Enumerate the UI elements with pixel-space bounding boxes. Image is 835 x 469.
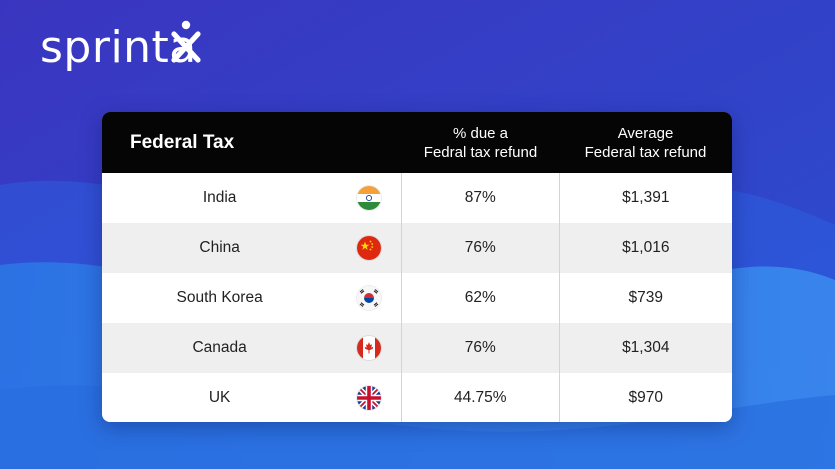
table-row: South Korea 62% $739 (102, 273, 732, 323)
percent-cell: 62% (401, 273, 559, 323)
header-average-line-2: Federal tax refund (584, 143, 707, 161)
uk-flag-icon (357, 386, 382, 410)
table-row: Canada 76% $1,304 (102, 323, 732, 373)
south-korea-flag-icon (357, 286, 382, 310)
canada-flag-icon (357, 336, 382, 360)
average-cell: $1,016 (558, 223, 732, 273)
india-flag-icon (357, 186, 382, 210)
table-header: Federal Tax % due a Fedral tax refund Av… (102, 112, 732, 173)
percent-cell: 76% (401, 323, 559, 373)
country-flag-cell (337, 373, 401, 422)
header-percent-line-2: Fedral tax refund (423, 143, 538, 161)
header-average-line-1: Average (617, 124, 674, 142)
sprintax-logo: sprinta (40, 20, 197, 76)
table-title: Federal Tax (130, 132, 235, 153)
percent-cell: 44.75% (401, 373, 559, 422)
country-name: South Korea (176, 289, 263, 306)
country-name: UK (208, 389, 231, 406)
table-row: China 76% $1,016 (102, 223, 732, 273)
logo-x-mark-icon (171, 20, 201, 63)
average-cell: $1,391 (558, 173, 732, 223)
percent-cell: 76% (401, 223, 559, 273)
country-flag-cell (337, 223, 401, 273)
table-row: India 87% $1,391 (102, 173, 732, 223)
header-percent-due-refund: % due a Fedral tax refund (402, 112, 559, 173)
country-name: China (199, 239, 240, 256)
federal-tax-table: Federal Tax % due a Fedral tax refund Av… (102, 112, 732, 422)
country-flag-cell (337, 173, 401, 223)
country-name: Canada (192, 339, 247, 356)
country-name: India (202, 189, 237, 206)
header-percent-line-1: % due a (452, 124, 509, 142)
average-cell: $1,304 (558, 323, 732, 373)
country-flag-cell (337, 323, 401, 373)
china-flag-icon (357, 236, 382, 260)
average-cell: $970 (558, 373, 732, 422)
percent-cell: 87% (401, 173, 559, 223)
logo-text: sprinta (40, 22, 197, 73)
average-cell: $739 (558, 273, 732, 323)
table-row: UK 44.75% $970 (102, 373, 732, 422)
country-flag-cell (337, 273, 401, 323)
header-average-refund: Average Federal tax refund (559, 112, 732, 173)
